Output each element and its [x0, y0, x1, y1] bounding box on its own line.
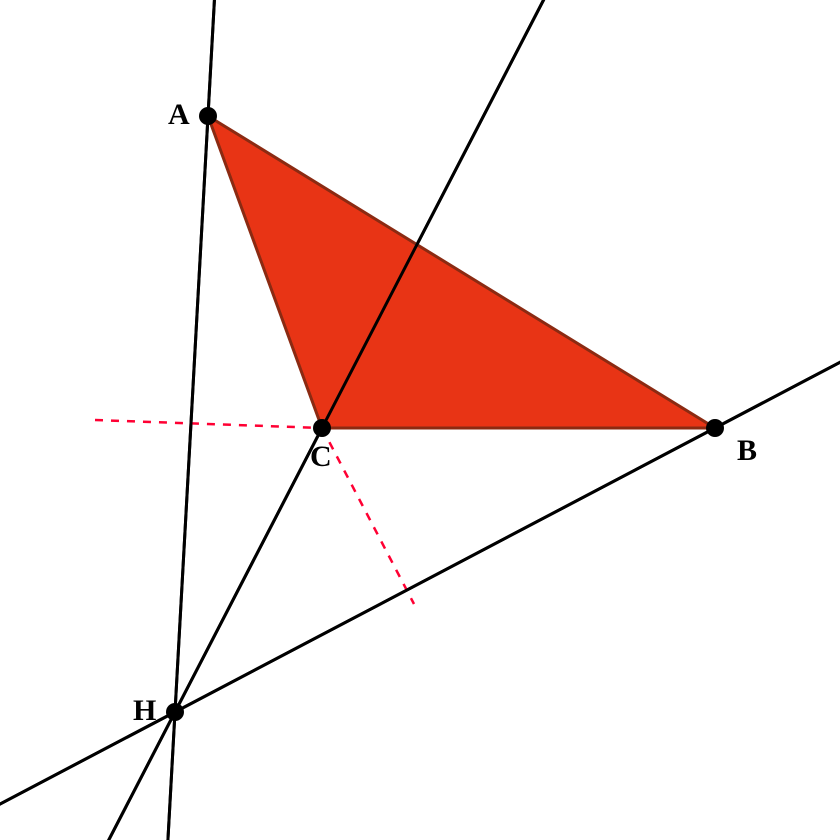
label-H: H: [133, 694, 156, 727]
point-A: [199, 107, 217, 125]
point-H: [166, 703, 184, 721]
label-A: A: [168, 98, 190, 131]
label-C: C: [310, 440, 332, 473]
geometry-diagram: A B C H: [0, 0, 840, 840]
point-B: [706, 419, 724, 437]
point-C: [313, 419, 331, 437]
label-B: B: [737, 434, 757, 467]
